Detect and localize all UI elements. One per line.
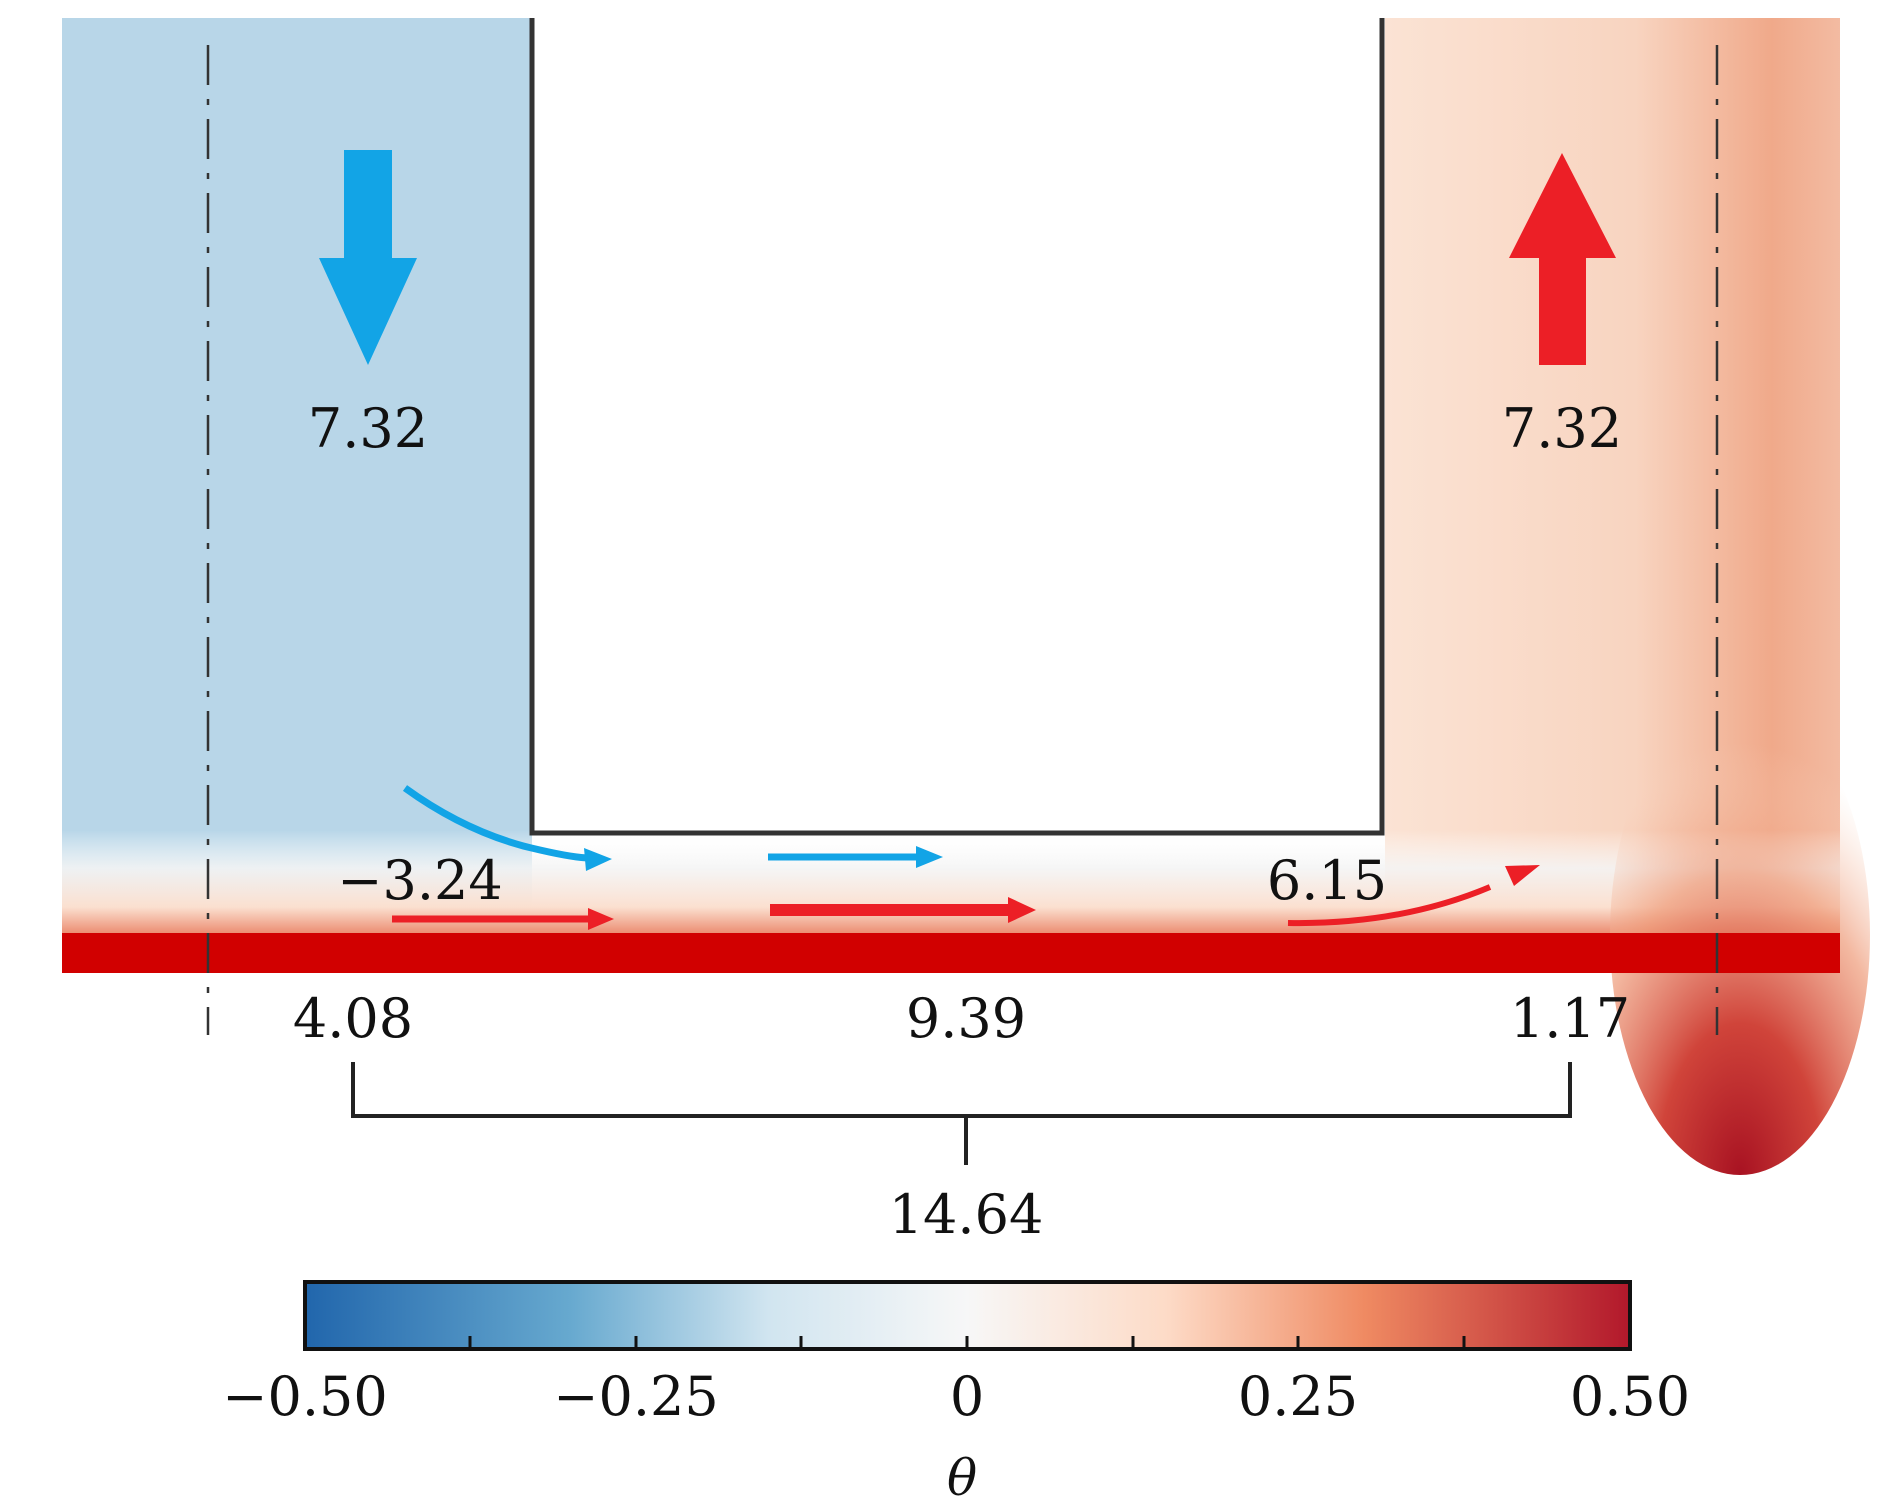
down-arrow-icon [319, 150, 417, 365]
up-arrow-icon [1509, 153, 1616, 365]
bottom-left-label: 4.08 [293, 987, 413, 1050]
cold-downflow-region [62, 18, 532, 968]
colorbar-tick-label: 0.50 [1570, 1365, 1690, 1428]
bottom-channel-region [62, 830, 1840, 940]
flow-arrow-icon [1287, 865, 1540, 927]
colorbar-label: θ [947, 1449, 977, 1507]
flow-arrow-icon [392, 908, 614, 930]
colorbar-tick-label: −0.25 [553, 1365, 718, 1428]
colorbar-tick-label: 0 [950, 1365, 984, 1428]
sum-bracket [351, 1062, 1572, 1165]
colorbar-tick-label: 0.25 [1238, 1365, 1358, 1428]
colorbar-tick-label: −0.50 [222, 1365, 387, 1428]
central-block [529, 18, 1385, 836]
down-flow-label: 7.32 [308, 397, 428, 460]
flow-arrow-icon [768, 846, 943, 868]
total-flow-label: 14.64 [889, 1183, 1044, 1246]
flow-arrow-icon [402, 785, 612, 871]
bottom-mid-label: 9.39 [906, 987, 1026, 1050]
left-return-label: −3.24 [337, 849, 502, 912]
heated-bottom-wall [62, 933, 1840, 973]
flow-arrow-icon [770, 897, 1036, 923]
up-flow-label: 7.32 [1502, 397, 1622, 460]
colorbar-ticks [468, 1336, 1466, 1349]
right-return-label: 6.15 [1267, 849, 1387, 912]
bottom-right-label: 1.17 [1510, 987, 1630, 1050]
